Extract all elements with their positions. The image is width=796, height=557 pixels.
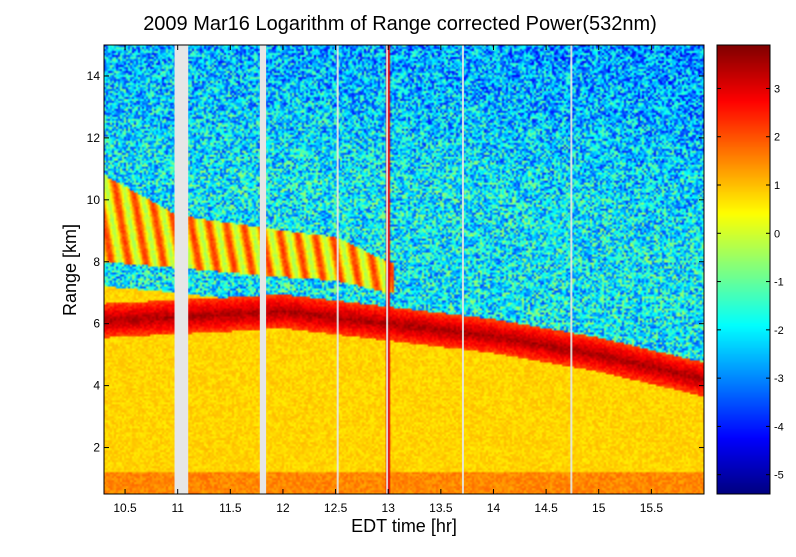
colorbar-gradient [717, 45, 770, 494]
colorbar-tick-label: 3 [774, 83, 780, 95]
x-tick-label: 14 [487, 501, 501, 515]
x-tick-label: 13 [382, 501, 396, 515]
x-tick-label: 12 [276, 501, 290, 515]
plot-area: 10.5 11 11.5 12 12.5 13 13.5 14 14.5 15 15.5 24681… [87, 44, 705, 515]
x-axis: 10.5 11 11.5 12 12.5 13 13.5 14 14.5 15 15.5 [113, 45, 663, 515]
thin-gap [386, 45, 389, 494]
colorbar-tick-label: 0 [774, 228, 780, 240]
thin-gap [336, 45, 339, 494]
colorbar-tick-label: 1 [774, 180, 780, 192]
y-axis: 2 4 6 8 10 12 14 [87, 69, 704, 455]
y-tick-label: 14 [87, 69, 101, 83]
y-tick-label: 10 [87, 193, 101, 207]
colorbar-tick-label: -2 [774, 325, 784, 337]
heatmap [104, 45, 704, 494]
y-tick-label: 8 [93, 255, 100, 269]
chart-title: 2009 Mar16 Logarithm of Range corrected … [143, 13, 657, 35]
x-tick-label: 14.5 [534, 501, 558, 515]
colorbar-tick-label: -1 [774, 277, 784, 289]
thin-gap [461, 45, 464, 494]
x-tick-label: 11.5 [219, 501, 242, 515]
x-tick-label: 11 [171, 501, 184, 515]
thin-gap [570, 45, 573, 494]
colorbar-tick-label: 2 [774, 132, 780, 144]
plot-frame [103, 44, 705, 495]
x-tick-label: 12.5 [324, 501, 348, 515]
x-tick-label: 15.5 [640, 501, 664, 515]
y-tick-label: 6 [93, 317, 100, 331]
colorbar-frame [716, 44, 771, 495]
y-tick-label: 12 [87, 131, 101, 145]
data-gap [174, 45, 189, 494]
colorbar-axis: -5 -4 -3 -2 -1 0 1 2 3 [717, 83, 784, 482]
y-axis-label: Range [km] [60, 224, 80, 316]
x-tick-label: 15 [592, 501, 606, 515]
data-gap [259, 45, 267, 494]
y-tick-label: 2 [93, 441, 100, 455]
colorbar-tick-label: -3 [774, 373, 784, 385]
colorbar-tick-label: -5 [774, 470, 784, 482]
colorbar: -5 -4 -3 -2 -1 0 1 2 3 [716, 44, 784, 495]
x-tick-label: 10.5 [113, 501, 137, 515]
y-tick-label: 4 [93, 379, 100, 393]
no-data-gaps [174, 45, 573, 494]
colorbar-tick-label: -4 [774, 421, 784, 433]
x-tick-label: 13.5 [429, 501, 453, 515]
x-axis-label: EDT time [hr] [351, 516, 457, 536]
